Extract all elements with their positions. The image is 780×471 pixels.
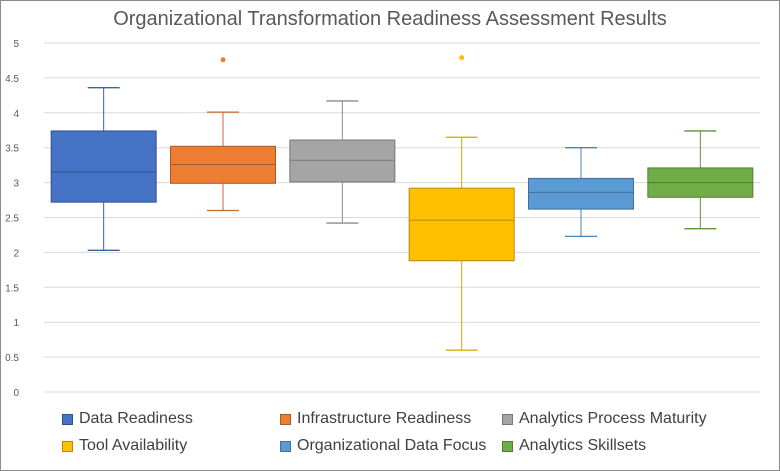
y-tick-label: 2 — [13, 248, 19, 259]
legend-label: Infrastructure Readiness — [297, 410, 472, 427]
y-tick-label: 3.5 — [5, 144, 19, 155]
y-tick-label: 0 — [13, 388, 19, 399]
legend-swatch — [502, 413, 513, 425]
legend-item-tool-availability: Tool Availability — [62, 437, 280, 455]
box — [50, 130, 157, 203]
legend-swatch — [502, 440, 513, 452]
legend-item-data-readiness: Data Readiness — [62, 410, 280, 428]
y-tick-label: 0.5 — [5, 353, 19, 364]
legend: Data Readiness Infrastructure Readiness … — [62, 410, 762, 455]
legend-swatch — [280, 440, 291, 452]
legend-label: Data Readiness — [79, 410, 193, 427]
legend-swatch — [62, 413, 73, 425]
outlier-point — [220, 57, 226, 63]
box — [289, 139, 396, 183]
legend-swatch — [62, 440, 73, 452]
y-tick-label: 1.5 — [5, 283, 19, 294]
y-tick-label: 2.5 — [5, 214, 19, 225]
box — [408, 187, 515, 262]
outlier-point — [459, 55, 465, 61]
legend-item-organizational-data-focus: Organizational Data Focus — [280, 437, 502, 455]
legend-label: Analytics Skillsets — [519, 437, 647, 454]
y-tick-label: 5 — [13, 39, 19, 50]
y-tick-label: 4.5 — [5, 74, 19, 85]
box — [527, 177, 635, 210]
chart-title: Organizational Transformation Readiness … — [113, 8, 667, 30]
legend-item-analytics-skillsets: Analytics Skillsets — [502, 437, 762, 455]
legend-item-analytics-process-maturity: Analytics Process Maturity — [502, 410, 762, 428]
legend-label: Analytics Process Maturity — [519, 410, 707, 427]
y-tick-label: 1 — [13, 318, 19, 329]
legend-label: Tool Availability — [79, 437, 188, 454]
y-tick-label: 4 — [13, 109, 19, 120]
legend-item-infrastructure-readiness: Infrastructure Readiness — [280, 410, 502, 428]
legend-label: Organizational Data Focus — [297, 437, 487, 454]
legend-swatch — [280, 413, 291, 425]
y-tick-label: 3 — [13, 179, 19, 190]
